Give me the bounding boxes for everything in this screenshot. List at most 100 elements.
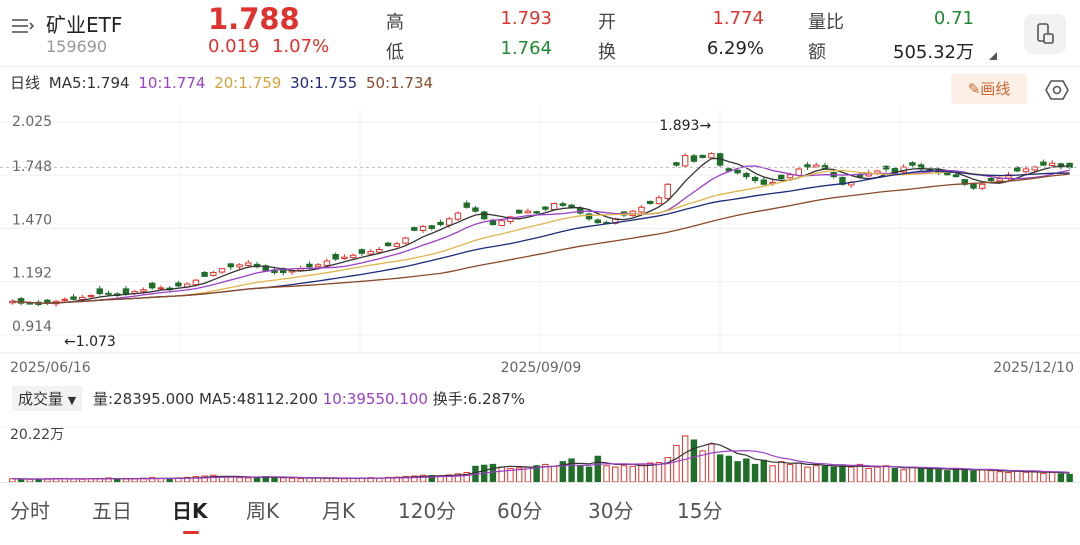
volume-bar — [935, 469, 942, 483]
volume-bar — [323, 477, 331, 483]
header-divider — [0, 66, 1080, 67]
ma50-value: 50:1.734 — [365, 74, 434, 92]
price-chart[interactable]: 2.0251.7481.4701.1920.9141.893→←1.073202… — [0, 108, 1080, 380]
volume-bar — [813, 465, 820, 483]
candle — [664, 183, 671, 200]
candle — [419, 225, 427, 232]
volume-bar — [245, 477, 252, 483]
ma-legend: 日线 MA5:1.794 10:1.774 20:1.759 30:1.755 … — [10, 72, 437, 93]
candle — [341, 256, 348, 260]
quote-value-volume-ratio: 0.71 — [933, 8, 974, 29]
turnover-rate: 换手:6.287% — [432, 390, 525, 408]
candle — [17, 298, 25, 304]
volume-indicator-button[interactable]: 成交量 ▼ — [12, 386, 83, 411]
volume-axis-label: 20.22万 — [10, 427, 64, 443]
candle — [472, 207, 479, 212]
y-tick-label: 1.470 — [12, 212, 52, 228]
candle — [638, 206, 645, 213]
candle — [428, 225, 435, 229]
candle — [970, 183, 977, 189]
candle — [227, 263, 235, 268]
settings-icon[interactable] — [1045, 78, 1069, 102]
candle — [734, 169, 741, 174]
tab-daily-k[interactable]: 日K — [172, 499, 208, 523]
volume-bar — [594, 455, 602, 483]
volume-bar — [760, 459, 768, 483]
candle — [996, 178, 1003, 182]
candle — [349, 254, 357, 259]
menu-icon[interactable] — [12, 18, 34, 34]
tab-120min[interactable]: 120分 — [398, 499, 457, 523]
volume-bar — [79, 478, 86, 483]
volume-ma5: MA5:48112.200 — [199, 390, 318, 408]
last-price: 1.788 — [208, 2, 300, 36]
landscape-toggle-button[interactable] — [1024, 14, 1066, 54]
volume-chart[interactable]: 20.22万 — [0, 408, 1080, 486]
candle — [1057, 163, 1065, 168]
pencil-icon: ✎ — [967, 80, 981, 98]
quote-value-low: 1.764 — [500, 38, 552, 59]
volume-bar — [786, 463, 794, 483]
candle — [105, 292, 112, 295]
candle — [87, 295, 95, 298]
y-tick-label: 0.914 — [12, 319, 52, 335]
volume-bar — [830, 466, 837, 483]
ma10-value: 10:1.774 — [138, 74, 206, 92]
candle — [673, 162, 680, 166]
candle — [778, 174, 785, 180]
candle — [96, 288, 103, 295]
candle — [585, 213, 593, 220]
low-annotation: ←1.073 — [64, 334, 116, 350]
candle — [393, 243, 401, 247]
volume-bar — [1022, 471, 1030, 483]
volume-bar — [1031, 471, 1038, 483]
candle — [402, 237, 409, 244]
tab-five-day[interactable]: 五日 — [92, 499, 132, 523]
high-annotation: 1.893→ — [659, 118, 711, 134]
tab-15min[interactable]: 15分 — [677, 499, 723, 523]
y-tick-label: 2.025 — [12, 114, 52, 130]
candle — [332, 254, 339, 260]
quote-label-low: 低 — [386, 42, 404, 63]
active-tab-indicator — [183, 531, 199, 534]
ma50-line — [12, 173, 1070, 304]
volume-bar — [166, 478, 173, 483]
quote-label-amount: 额 — [808, 42, 826, 63]
volume-bar — [1057, 473, 1065, 483]
volume-bar — [725, 455, 733, 483]
candle — [708, 153, 715, 159]
candle — [655, 197, 663, 205]
volume-bar — [271, 476, 278, 483]
volume-bar — [882, 465, 890, 483]
draw-line-button[interactable]: ✎画线 — [951, 74, 1027, 104]
volume-bar — [944, 470, 951, 483]
volume-bar — [926, 467, 934, 483]
volume-bar — [620, 465, 628, 483]
period-label[interactable]: 日线 — [10, 74, 41, 92]
volume-bar — [612, 466, 619, 483]
price-change-pct: 1.07% — [272, 36, 330, 57]
corner-triangle-icon — [989, 52, 997, 60]
tab-intraday[interactable]: 分时 — [10, 499, 50, 523]
volume-bar — [743, 458, 750, 483]
ma20-value: 20:1.759 — [214, 74, 282, 92]
candle — [542, 206, 549, 210]
volume-bar — [332, 477, 339, 483]
tab-monthly-k[interactable]: 月K — [322, 499, 356, 523]
candle — [367, 250, 374, 255]
tab-weekly-k[interactable]: 周K — [246, 499, 280, 523]
candle — [358, 249, 366, 254]
candle — [786, 174, 794, 179]
x-tick-label: 2025/12/10 — [993, 360, 1074, 376]
tab-30min[interactable]: 30分 — [588, 499, 634, 523]
candle — [175, 282, 182, 287]
candle — [743, 172, 750, 178]
volume-bar — [996, 471, 1003, 483]
quote-value-high: 1.793 — [500, 8, 552, 29]
candle — [594, 219, 602, 224]
volume-bar — [280, 477, 287, 483]
volume-bar — [734, 461, 741, 483]
tab-60min[interactable]: 60分 — [497, 499, 543, 523]
volume-bar — [900, 469, 907, 483]
candle — [122, 288, 130, 295]
